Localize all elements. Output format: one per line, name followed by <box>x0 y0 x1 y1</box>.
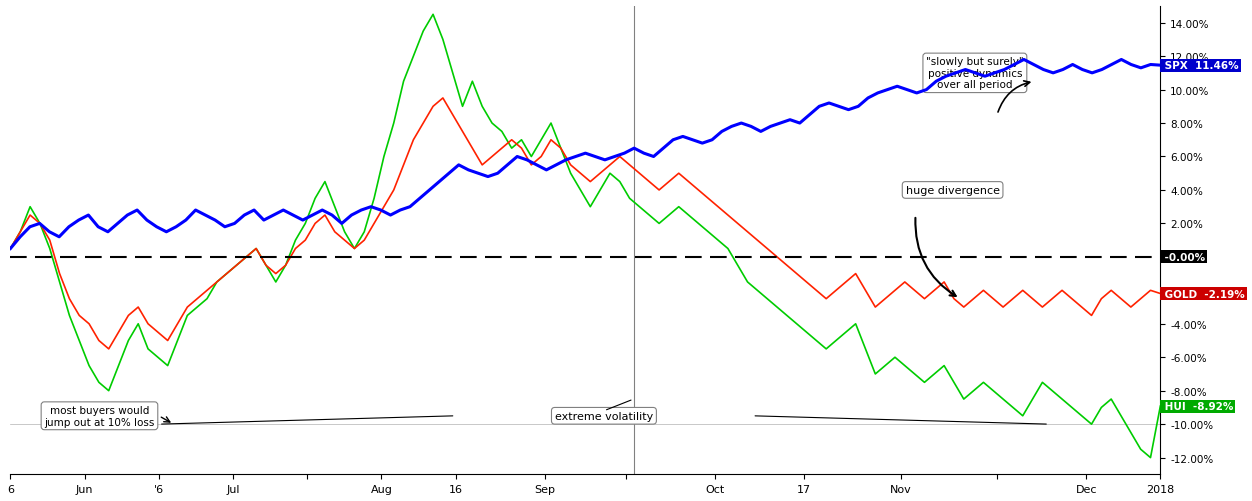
Text: SPX  11.46%: SPX 11.46% <box>1162 61 1239 71</box>
Text: huge divergence: huge divergence <box>905 185 999 195</box>
Text: most buyers would
jump out at 10% loss: most buyers would jump out at 10% loss <box>44 405 155 427</box>
Text: GOLD  -2.19%: GOLD -2.19% <box>1162 289 1246 299</box>
Text: "slowly but surely"
positive dynamics
over all period: "slowly but surely" positive dynamics ov… <box>926 57 1024 90</box>
Text: -0.00%: -0.00% <box>1162 253 1206 263</box>
Text: HUI  -8.92%: HUI -8.92% <box>1162 401 1234 411</box>
Text: extreme volatility: extreme volatility <box>555 411 654 421</box>
